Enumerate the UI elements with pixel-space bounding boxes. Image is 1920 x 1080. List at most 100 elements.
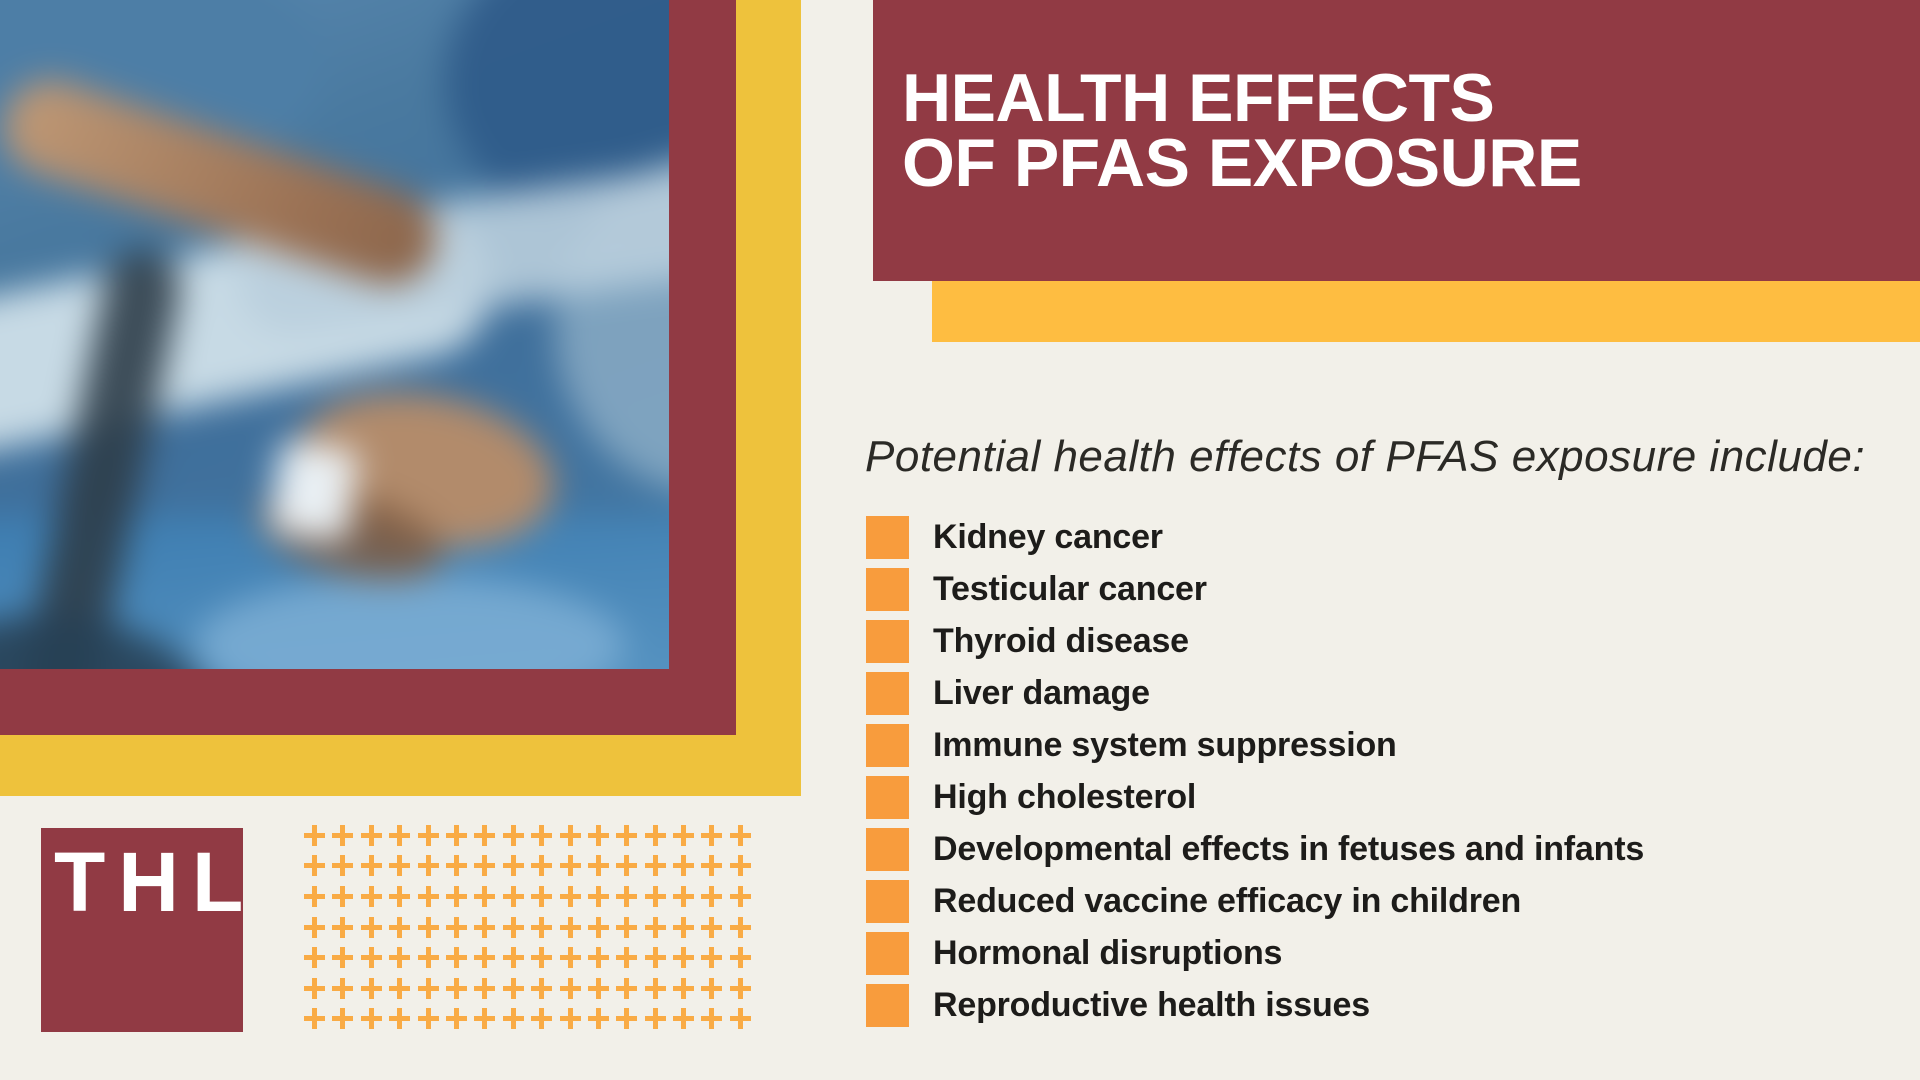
list-item: Thyroid disease	[866, 615, 1644, 667]
plus-icon	[531, 916, 553, 938]
plus-icon	[701, 947, 723, 969]
plus-icon	[445, 916, 467, 938]
plus-icon	[417, 947, 439, 969]
plus-icon	[673, 947, 695, 969]
plus-icon	[502, 885, 524, 907]
plus-icon	[616, 1008, 638, 1030]
thl-logo: THL	[41, 828, 243, 1032]
plus-icon	[445, 947, 467, 969]
plus-icon	[587, 916, 609, 938]
plus-icon	[701, 1008, 723, 1030]
plus-icon	[559, 855, 581, 877]
plus-icon	[502, 824, 524, 846]
plus-icon	[587, 824, 609, 846]
bullet-square-icon	[866, 879, 909, 923]
plus-icon	[474, 977, 496, 999]
plus-icon	[389, 885, 411, 907]
bullet-square-icon	[866, 619, 909, 663]
plus-icon	[616, 916, 638, 938]
plus-icon	[304, 1008, 325, 1030]
plus-icon	[729, 977, 751, 999]
plus-icon	[531, 977, 553, 999]
plus-icon	[445, 855, 467, 877]
bullet-square-icon	[866, 567, 909, 611]
thl-logo-text: THL	[54, 835, 257, 929]
plus-icon	[616, 885, 638, 907]
bullet-square-icon	[866, 671, 909, 715]
photo-blur-layers	[0, 0, 669, 669]
plus-icon	[531, 885, 553, 907]
list-item-label: Testicular cancer	[933, 569, 1207, 608]
title-line-2: OF PFAS EXPOSURE	[902, 125, 1582, 201]
plus-icon	[673, 1008, 695, 1030]
plus-icon	[616, 824, 638, 846]
plus-icon	[445, 885, 467, 907]
plus-icon	[502, 916, 524, 938]
plus-icon	[474, 885, 496, 907]
title-line-1: HEALTH EFFECTS	[902, 60, 1495, 136]
plus-icon	[474, 916, 496, 938]
plus-icon	[616, 947, 638, 969]
bullet-square-icon	[866, 827, 909, 871]
intro-text: Potential health effects of PFAS exposur…	[865, 432, 1866, 481]
plus-icon	[304, 977, 325, 999]
plus-icon	[417, 855, 439, 877]
plus-icon	[445, 824, 467, 846]
plus-icon	[644, 824, 666, 846]
plus-icon	[502, 977, 524, 999]
list-item-label: High cholesterol	[933, 777, 1197, 816]
plus-icon	[701, 824, 723, 846]
plus-icon	[644, 885, 666, 907]
plus-icon	[389, 977, 411, 999]
plus-icon	[389, 947, 411, 969]
plus-icon	[304, 916, 325, 938]
list-item-label: Liver damage	[933, 673, 1150, 712]
list-item-label: Reduced vaccine efficacy in children	[933, 881, 1522, 920]
plus-icon	[531, 855, 553, 877]
list-item: Hormonal disruptions	[866, 927, 1644, 979]
list-item-label: Hormonal disruptions	[933, 933, 1283, 972]
plus-icon	[360, 977, 382, 999]
plus-icon	[559, 977, 581, 999]
plus-icon	[304, 885, 325, 907]
list-item: Developmental effects in fetuses and inf…	[866, 823, 1644, 875]
plus-icon	[332, 885, 354, 907]
list-item-label: Immune system suppression	[933, 725, 1397, 764]
plus-pattern	[304, 820, 758, 1034]
plus-icon	[644, 977, 666, 999]
bullet-square-icon	[866, 983, 909, 1027]
plus-icon	[644, 1008, 666, 1030]
plus-icon	[559, 916, 581, 938]
plus-icon	[587, 947, 609, 969]
title-banner: HEALTH EFFECTS OF PFAS EXPOSURE	[873, 0, 1920, 281]
list-item: Reduced vaccine efficacy in children	[866, 875, 1644, 927]
bullet-square-icon	[866, 723, 909, 767]
plus-icon	[644, 947, 666, 969]
plus-icon	[616, 977, 638, 999]
bullet-square-icon	[866, 775, 909, 819]
plus-icon	[474, 824, 496, 846]
accent-bar	[932, 281, 1920, 342]
plus-icon	[531, 824, 553, 846]
plus-icon	[531, 947, 553, 969]
plus-icon	[332, 1008, 354, 1030]
plus-icon	[304, 824, 325, 846]
plus-icon	[332, 916, 354, 938]
list-item: Testicular cancer	[866, 563, 1644, 615]
plus-icon	[701, 977, 723, 999]
plus-icon	[673, 916, 695, 938]
plus-icon	[673, 824, 695, 846]
plus-icon	[474, 855, 496, 877]
list-item: High cholesterol	[866, 771, 1644, 823]
plus-icon	[417, 977, 439, 999]
plus-icon	[304, 947, 325, 969]
list-item: Immune system suppression	[866, 719, 1644, 771]
plus-icon	[644, 855, 666, 877]
plus-icon	[389, 916, 411, 938]
plus-icon	[502, 855, 524, 877]
plus-icon	[332, 947, 354, 969]
plus-icon	[729, 885, 751, 907]
plus-icon	[559, 885, 581, 907]
plus-icon	[616, 855, 638, 877]
